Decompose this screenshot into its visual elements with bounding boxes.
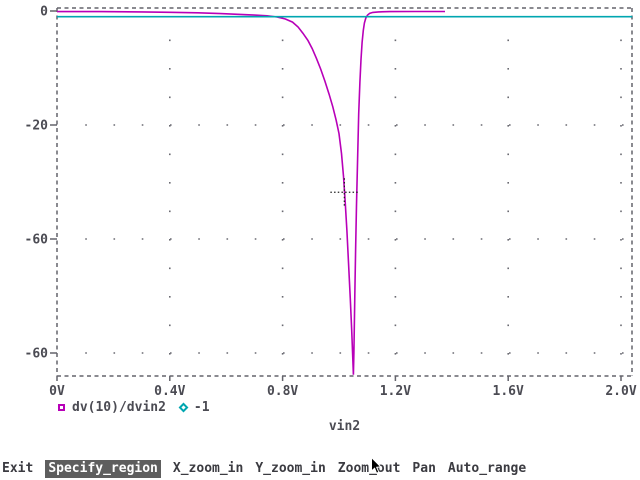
menu-item-y-zoom-in[interactable]: Y_zoom_in [255,460,326,476]
legend-label-series2: -1 [193,399,210,415]
menu-item-specify-region[interactable]: Specify_region [45,459,161,478]
menu-item-x-zoom-in[interactable]: X_zoom_in [172,460,244,476]
menu-item-exit[interactable]: Exit [2,460,34,476]
x-tick-label: 0.4V [154,384,185,399]
series-line-0 [57,10,445,375]
legend: dv(10)/dvin2 -1 [58,399,210,415]
x-tick-label: 2.0V [605,384,636,399]
legend-square-icon [58,403,65,411]
x-tick-label: 0.8V [267,384,298,399]
x-tick-label: 1.6V [493,384,524,399]
menu-item-pan[interactable]: Pan [412,460,436,476]
y-tick-label: -60 [25,347,49,362]
y-tick-label: 0 [40,5,48,20]
plot-area[interactable]: 0V 0.4V 0.8V 1.2V 1.6V 2.0V 0 -20 -60 -60 [0,0,640,455]
legend-label-series1: dv(10)/dvin2 [72,399,166,415]
x-tick-label: 0V [49,384,65,399]
x-axis-title: vin2 [328,419,361,434]
y-tick-label: -60 [25,233,49,248]
x-tick-label: 1.2V [380,384,411,399]
menu-item-auto-range[interactable]: Auto_range [447,460,527,476]
legend-diamond-icon [178,402,189,412]
menu-bar: Exit Specify_region X_zoom_in Y_zoom_in … [2,459,527,478]
menu-item-zoom-out[interactable]: Zoom_out [337,460,401,476]
y-tick-label: -20 [25,119,49,134]
